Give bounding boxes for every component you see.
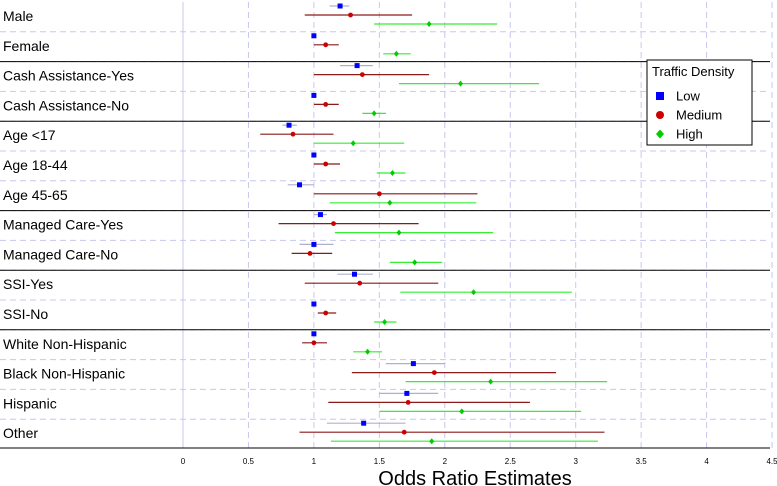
- high-estimate-point: [488, 378, 494, 385]
- low-estimate-point: [311, 33, 317, 39]
- medium-estimate-point: [348, 12, 353, 18]
- medium-estimate-point: [401, 429, 407, 435]
- x-tick-label: 2.5: [505, 457, 517, 466]
- high-estimate-point: [396, 229, 402, 236]
- medium-estimate-point: [431, 370, 437, 375]
- medium-estimate-point: [311, 340, 317, 346]
- high-estimate-point: [371, 110, 377, 117]
- medium-estimate-point: [376, 191, 382, 197]
- x-tick-label: 3.5: [636, 457, 648, 466]
- medium-estimate-point: [323, 42, 329, 48]
- medium-estimate-point: [357, 280, 363, 286]
- category-label: Female: [3, 38, 50, 54]
- category-label: Managed Care-No: [3, 246, 118, 262]
- low-estimate-point: [354, 63, 360, 69]
- x-tick-label: 2: [443, 457, 448, 466]
- high-estimate-point: [459, 408, 465, 415]
- category-label: Other: [3, 425, 38, 441]
- category-label: Managed Care-Yes: [3, 217, 123, 233]
- category-label: Cash Assistance-Yes: [3, 68, 134, 84]
- high-estimate-point: [393, 50, 399, 57]
- medium-estimate-point: [290, 131, 296, 137]
- category-label: White Non-Hispanic: [3, 336, 127, 352]
- legend-label-medium: Medium: [676, 108, 722, 123]
- low-estimate-point: [311, 92, 317, 98]
- x-tick-label: 0: [181, 457, 186, 466]
- low-estimate-point: [361, 420, 367, 426]
- low-estimate-point: [311, 301, 317, 307]
- legend-low-marker: [656, 92, 664, 100]
- x-tick-label: 3: [573, 457, 578, 466]
- medium-estimate-point: [323, 102, 329, 107]
- category-label: Male: [3, 8, 34, 24]
- low-estimate-point: [286, 122, 292, 128]
- high-estimate-point: [426, 21, 432, 27]
- high-estimate-point: [389, 170, 395, 176]
- low-estimate-point: [311, 241, 317, 247]
- low-estimate-point: [311, 331, 317, 337]
- category-label: Black Non-Hispanic: [3, 366, 125, 382]
- high-estimate-point: [387, 199, 393, 206]
- low-estimate-point: [410, 361, 416, 367]
- legend-high-marker: [656, 129, 664, 139]
- legend-medium-marker: [656, 111, 664, 119]
- high-estimate-point: [365, 348, 371, 355]
- legend-label-high: High: [676, 127, 703, 142]
- x-tick-label: 4: [704, 457, 709, 466]
- category-label: Hispanic: [3, 395, 57, 411]
- x-axis-title: Odds Ratio Estimates: [378, 468, 571, 486]
- x-tick-label: 0.5: [243, 457, 255, 466]
- legend-label-low: Low: [676, 89, 700, 104]
- medium-estimate-point: [331, 221, 336, 227]
- x-tick-labels: 0 0.5 1 1.5 2 2.5 3 3.5 4 4.5: [181, 457, 777, 466]
- high-estimate-point: [471, 289, 477, 296]
- high-estimate-point: [429, 438, 435, 445]
- series-marks: [260, 3, 608, 445]
- x-tick-label: 1: [312, 457, 317, 466]
- group-separators: [0, 61, 770, 449]
- category-labels: Male Female Cash Assistance-Yes Cash Assist…: [3, 8, 134, 441]
- low-estimate-point: [317, 212, 323, 218]
- category-label: Age <17: [3, 127, 56, 143]
- medium-estimate-point: [323, 310, 329, 316]
- category-label: Age 18-44: [3, 157, 68, 173]
- low-estimate-point: [337, 3, 343, 9]
- high-estimate-point: [458, 80, 464, 87]
- medium-estimate-point: [307, 251, 313, 256]
- category-label: SSI-Yes: [3, 276, 53, 292]
- x-tick-label: 4.5: [766, 457, 777, 466]
- category-label: Age 45-65: [3, 187, 68, 203]
- high-estimate-point: [350, 140, 356, 147]
- low-estimate-point: [297, 182, 303, 188]
- medium-estimate-point: [359, 72, 365, 77]
- low-estimate-point: [311, 152, 317, 158]
- low-estimate-point: [351, 271, 357, 277]
- category-label: SSI-No: [3, 306, 48, 322]
- legend: Traffic Density Low Medium High: [646, 59, 753, 146]
- medium-estimate-point: [405, 400, 411, 405]
- high-estimate-point: [412, 259, 418, 266]
- medium-estimate-point: [323, 161, 329, 167]
- x-tick-label: 1.5: [374, 457, 386, 466]
- legend-box: [646, 59, 753, 146]
- category-label: Cash Assistance-No: [3, 97, 129, 113]
- high-estimate-point: [382, 319, 388, 325]
- low-estimate-point: [404, 390, 410, 396]
- legend-title: Traffic Density: [652, 64, 735, 79]
